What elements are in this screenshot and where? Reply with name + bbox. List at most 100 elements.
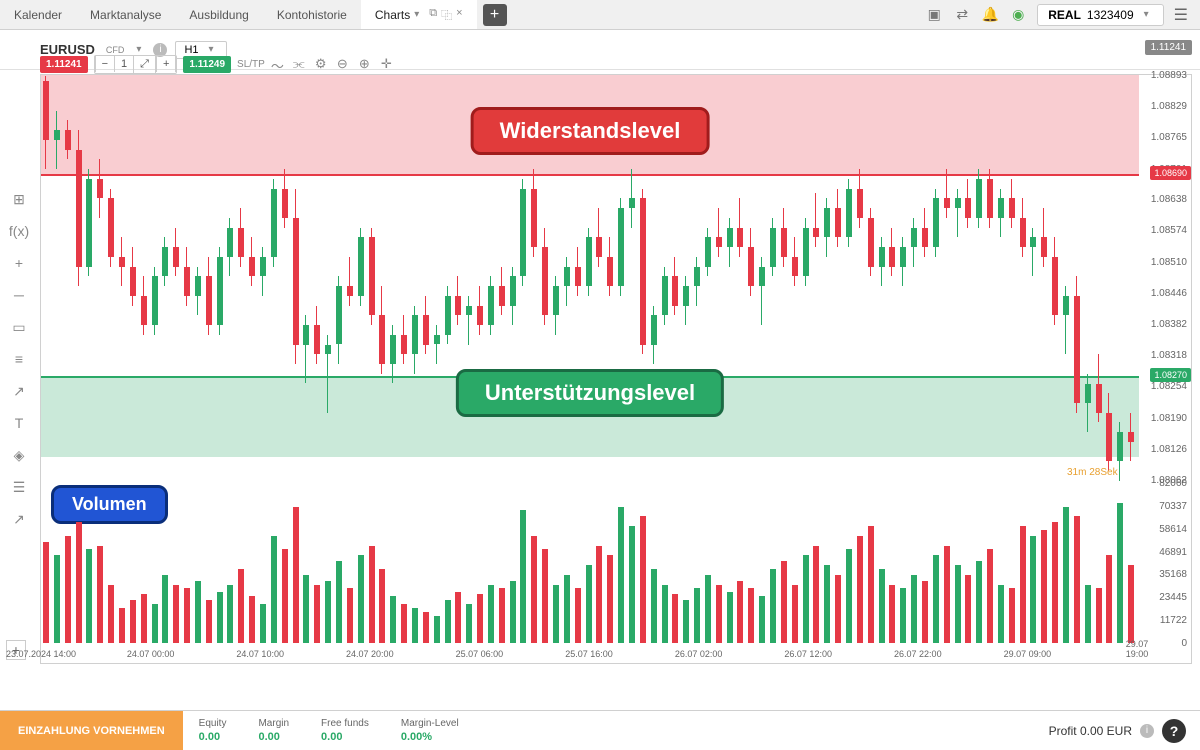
countdown-timer: 31m 28Sek <box>1067 467 1118 478</box>
volume-bar <box>412 608 418 643</box>
price-tick: 1.08765 <box>1151 132 1187 143</box>
chevron-down-icon: ▾ <box>1140 9 1153 20</box>
profit-display: Profit 0.00 EUR i ? <box>1049 719 1200 743</box>
zoom-in-icon[interactable]: ⊕ <box>359 56 375 72</box>
price-axis: 1.088931.088291.087651.087011.086381.085… <box>1139 75 1191 480</box>
add-tab-button[interactable]: + <box>483 4 507 26</box>
line-tool-icon[interactable]: ─ <box>10 286 28 304</box>
bid-price[interactable]: 1.11241 <box>40 56 88 73</box>
volume-bar <box>781 561 787 643</box>
trend-tool-icon[interactable]: ↗ <box>10 382 28 400</box>
volume-bar <box>1020 526 1026 643</box>
volume-chart[interactable]: Volumen <box>41 483 1139 643</box>
volume-bar <box>857 536 863 643</box>
qty-expand-button[interactable]: ⤢ <box>133 56 156 73</box>
nav-tab[interactable]: Kontohistorie <box>263 0 361 29</box>
volume-bar <box>520 510 526 643</box>
qty-minus-button[interactable]: − <box>95 56 115 72</box>
text-tool-icon[interactable]: T <box>10 414 28 432</box>
volume-bar <box>1052 522 1058 643</box>
price-tick: 1.08126 <box>1151 444 1187 455</box>
support-price-tag: 1.08270 <box>1150 368 1191 382</box>
info-icon[interactable]: i <box>1140 724 1154 738</box>
nav-tab[interactable]: Ausbildung <box>175 0 262 29</box>
indicator-icon[interactable]: ⫘ <box>293 56 309 72</box>
deposit-button[interactable]: EINZAHLUNG VORNEHMEN <box>0 711 183 750</box>
popout-icon[interactable]: ⧉ <box>429 7 437 23</box>
help-button[interactable]: ? <box>1162 719 1186 743</box>
time-tick: 26.07 12:00 <box>784 649 832 659</box>
volume-bar <box>672 594 678 643</box>
time-axis: 23.07.2024 14:0024.07 00:0024.07 10:0024… <box>41 643 1139 663</box>
crosshair-icon[interactable]: ✛ <box>381 56 397 72</box>
order-row: 1.11241 − 1 ⤢ + 1.11249 SL/TP 〜 ⫘ ⚙ ⊖ ⊕ … <box>40 52 397 76</box>
nav-tab[interactable]: Marktanalyse <box>76 0 175 29</box>
equity-col: Equity0.00 <box>183 718 243 743</box>
quantity-control: − 1 ⤢ + <box>94 55 178 74</box>
qty-plus-button[interactable]: + <box>156 56 176 72</box>
zoom-out-icon[interactable]: ⊖ <box>337 56 353 72</box>
qty-value[interactable]: 1 <box>115 56 133 72</box>
equity-label: Equity <box>199 718 227 729</box>
time-tick: 25.07 06:00 <box>456 649 504 659</box>
volume-bar <box>86 549 92 643</box>
time-tick: 24.07 10:00 <box>236 649 284 659</box>
stack-icon[interactable]: ☰ <box>10 478 28 496</box>
layout-icon[interactable]: ▣ <box>925 6 943 24</box>
chart-container: Widerstandslevel Unterstützungslevel 31m… <box>40 74 1192 664</box>
volume-bar <box>651 569 657 643</box>
transfer-icon[interactable]: ⇄ <box>953 6 971 24</box>
close-icon[interactable]: × <box>456 7 462 23</box>
price-tick: 1.08254 <box>1151 381 1187 392</box>
volume-bar <box>1085 585 1091 643</box>
volume-bar <box>455 592 461 643</box>
ask-price[interactable]: 1.11249 <box>183 56 231 73</box>
resistance-line <box>41 174 1139 176</box>
volume-badge: Volumen <box>51 485 168 524</box>
volume-tick: 70337 <box>1159 501 1187 512</box>
price-chart[interactable]: Widerstandslevel Unterstützungslevel 31m… <box>41 75 1139 480</box>
volume-bar <box>824 565 830 643</box>
nav-tab[interactable]: Kalender <box>0 0 76 29</box>
marginlevel-col: Margin-Level0.00% <box>385 718 475 743</box>
fib-tool-icon[interactable]: ≡ <box>10 350 28 368</box>
volume-bar <box>206 600 212 643</box>
nav-tab[interactable]: Charts▾⧉⿻× <box>361 0 477 29</box>
rect-tool-icon[interactable]: ▭ <box>10 318 28 336</box>
volume-bar <box>390 596 396 643</box>
volume-bar <box>238 569 244 643</box>
volume-bar <box>1106 555 1112 643</box>
volume-bar <box>683 600 689 643</box>
line-icon[interactable]: 〜 <box>271 56 287 72</box>
volume-bar <box>759 596 765 643</box>
volume-bar <box>542 549 548 643</box>
volume-tick: 46891 <box>1159 547 1187 558</box>
menu-icon[interactable]: ☰ <box>1174 5 1188 25</box>
copy-icon[interactable]: ⿻ <box>441 7 452 23</box>
plus-icon[interactable]: + <box>10 254 28 272</box>
freefunds-label: Free funds <box>321 718 369 729</box>
volume-tick: 58614 <box>1159 524 1187 535</box>
corner-price-tag: 1.11241 <box>1145 40 1192 55</box>
volume-bar <box>586 565 592 643</box>
topbar-right: ▣ ⇄ 🔔 ◉ REAL 1323409 ▾ ☰ <box>925 4 1200 26</box>
price-tick: 1.08382 <box>1151 319 1187 330</box>
volume-bar <box>596 546 602 643</box>
volume-bar <box>618 507 624 643</box>
volume-bar <box>217 592 223 643</box>
grid-icon[interactable]: ⊞ <box>10 190 28 208</box>
function-icon[interactable]: f(x) <box>10 222 28 240</box>
footer-bar: EINZAHLUNG VORNEHMEN Equity0.00 Margin0.… <box>0 710 1200 750</box>
resistance-badge: Widerstandslevel <box>471 107 710 155</box>
volume-bar <box>727 592 733 643</box>
account-selector[interactable]: REAL 1323409 ▾ <box>1037 4 1163 26</box>
price-tick: 1.08190 <box>1151 413 1187 424</box>
freefunds-col: Free funds0.00 <box>305 718 385 743</box>
volume-bar <box>54 555 60 643</box>
settings-icon[interactable]: ⚙ <box>315 56 331 72</box>
sltp-label[interactable]: SL/TP <box>237 59 265 70</box>
layers-icon[interactable]: ◈ <box>10 446 28 464</box>
volume-bar <box>564 575 570 643</box>
share-icon[interactable]: ↗ <box>10 510 28 528</box>
bell-icon[interactable]: 🔔 <box>981 6 999 24</box>
